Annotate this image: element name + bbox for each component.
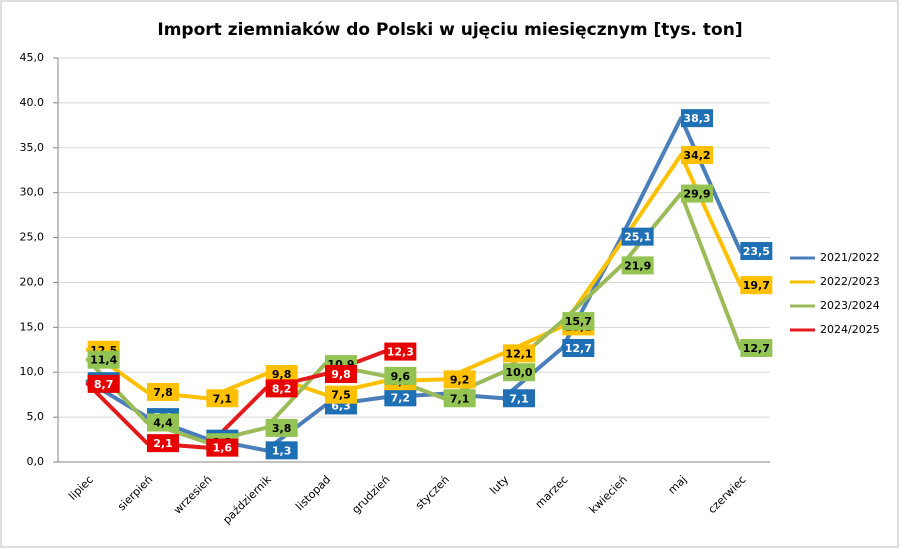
data-label: 15,7 <box>565 315 592 328</box>
data-label: 25,1 <box>624 231 651 244</box>
chart-title: Import ziemniaków do Polski w ujęciu mie… <box>157 20 742 40</box>
data-label-box <box>740 242 773 261</box>
y-tick-label: 15,0 <box>20 320 45 333</box>
y-tick-label: 10,0 <box>20 365 45 378</box>
data-label-box <box>621 256 654 275</box>
data-label-box <box>681 145 713 164</box>
data-label: 12,7 <box>743 342 770 355</box>
y-tick-label: 40.0 <box>20 96 45 109</box>
data-label: 1,6 <box>213 442 233 455</box>
y-tick-label: 5,0 <box>27 410 45 423</box>
data-label: 10,0 <box>505 366 532 379</box>
data-label: 21,9 <box>624 259 651 272</box>
data-label-box <box>681 109 713 128</box>
data-label-box <box>265 418 298 437</box>
data-label: 34,2 <box>683 149 710 162</box>
data-label: 8,2 <box>272 382 292 395</box>
data-label: 4,4 <box>153 416 173 429</box>
data-label: 7,8 <box>153 386 173 399</box>
data-label-box <box>265 365 298 384</box>
data-label: 11,4 <box>90 354 117 367</box>
data-label-box <box>503 363 535 382</box>
data-label-box <box>87 350 120 369</box>
data-label-box <box>265 441 298 460</box>
y-tick-label: 20,0 <box>20 275 45 288</box>
data-label: 8,7 <box>94 378 114 391</box>
data-label-box <box>562 312 595 331</box>
data-label-box <box>681 184 713 203</box>
data-label: 29,9 <box>683 188 710 201</box>
data-label-box <box>562 338 595 357</box>
data-label: 38,3 <box>683 112 710 125</box>
legend-label: 2024/2025 <box>820 323 880 336</box>
data-label: 7,1 <box>450 392 470 405</box>
data-label-box <box>384 366 417 385</box>
data-label-box <box>147 382 179 401</box>
data-label: 1,3 <box>272 444 292 457</box>
data-label-box <box>503 344 535 363</box>
data-label: 9,6 <box>391 370 411 383</box>
data-label: 7,5 <box>331 389 351 402</box>
data-label: 12,7 <box>565 342 592 355</box>
data-label: 7,2 <box>391 391 411 404</box>
data-label-box <box>503 389 535 408</box>
data-label-box <box>443 370 476 389</box>
data-label: 9,2 <box>450 373 470 386</box>
data-label: 19,7 <box>743 279 770 292</box>
data-label-box <box>384 388 417 407</box>
y-tick-label: 35,0 <box>20 141 45 154</box>
data-label-box <box>621 227 654 246</box>
data-label: 12,1 <box>505 347 532 360</box>
data-label: 3,8 <box>272 422 292 435</box>
data-label-box <box>206 438 239 457</box>
y-tick-label: 45,0 <box>20 51 45 64</box>
y-tick-label: 30,0 <box>20 186 45 199</box>
data-label-box <box>87 374 120 393</box>
data-label-box <box>740 276 773 295</box>
data-label: 12,3 <box>387 346 414 359</box>
legend-label: 2023/2024 <box>820 299 880 312</box>
data-label: 7,1 <box>213 392 233 405</box>
data-label-box <box>206 389 239 408</box>
data-label-box <box>147 434 179 453</box>
data-label-box <box>384 342 417 361</box>
data-label-box <box>443 389 476 408</box>
legend-label: 2021/2022 <box>820 251 880 264</box>
data-label: 7,1 <box>509 392 529 405</box>
data-label-box <box>325 365 357 384</box>
data-label-box <box>740 338 773 357</box>
data-label: 9,8 <box>331 368 351 381</box>
data-label: 2,1 <box>153 437 173 450</box>
y-tick-label: 0,0 <box>27 455 45 468</box>
y-tick-label: 25,0 <box>20 231 45 244</box>
data-label-box <box>265 379 298 398</box>
data-label-box <box>325 385 357 404</box>
legend-label: 2022/2023 <box>820 275 880 288</box>
data-label: 9,8 <box>272 368 292 381</box>
data-label: 23,5 <box>743 245 770 258</box>
data-label-box <box>147 413 179 432</box>
